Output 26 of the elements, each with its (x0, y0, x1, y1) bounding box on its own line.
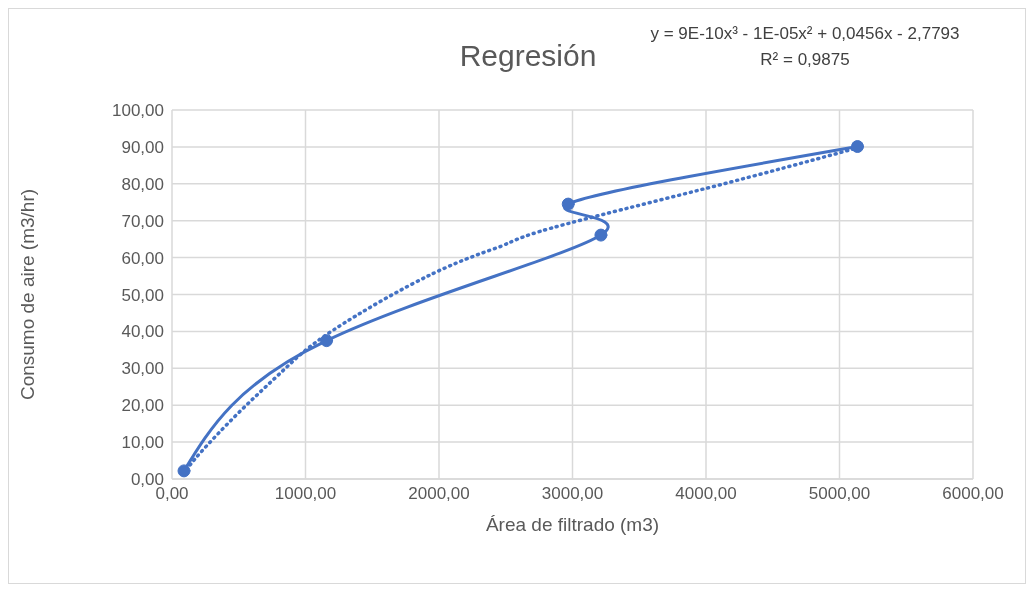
x-tick-label: 5000,00 (808, 484, 871, 504)
y-tick-label: 10,00 (121, 433, 164, 453)
point (320, 334, 334, 348)
y-tick-label: 80,00 (121, 174, 164, 194)
point (594, 228, 608, 242)
y-tick-label: 30,00 (121, 359, 164, 379)
y-tick-label: 100,00 (112, 101, 164, 121)
y-tick-label: 50,00 (121, 285, 164, 305)
y-tick-label: 20,00 (121, 396, 164, 416)
text: R² = 0,9875 (760, 50, 850, 69)
point (561, 197, 575, 211)
y-tick-label: 60,00 (121, 248, 164, 268)
y-tick-label: 90,00 (121, 137, 164, 157)
x-axis-title: Área de filtrado (m3) (485, 514, 660, 535)
point (851, 140, 865, 154)
point (177, 464, 191, 478)
y-axis-title: Consumo de aire (m3/hr) (16, 188, 38, 401)
y-tick-label: 40,00 (121, 322, 164, 342)
x-tick-label: 1000,00 (274, 484, 337, 504)
chart-title: Regresión (459, 39, 597, 72)
y-tick-label: 70,00 (121, 211, 164, 231)
text: y = 9E-10x³ - 1E-05x² + 0,0456x - 2,7793 (650, 24, 960, 43)
x-tick-label: 4000,00 (675, 484, 737, 504)
x-tick-label: 2000,00 (408, 484, 470, 504)
x-tick-label: 3000,00 (541, 484, 604, 504)
x-tick-label: 6000,00 (942, 484, 1004, 504)
